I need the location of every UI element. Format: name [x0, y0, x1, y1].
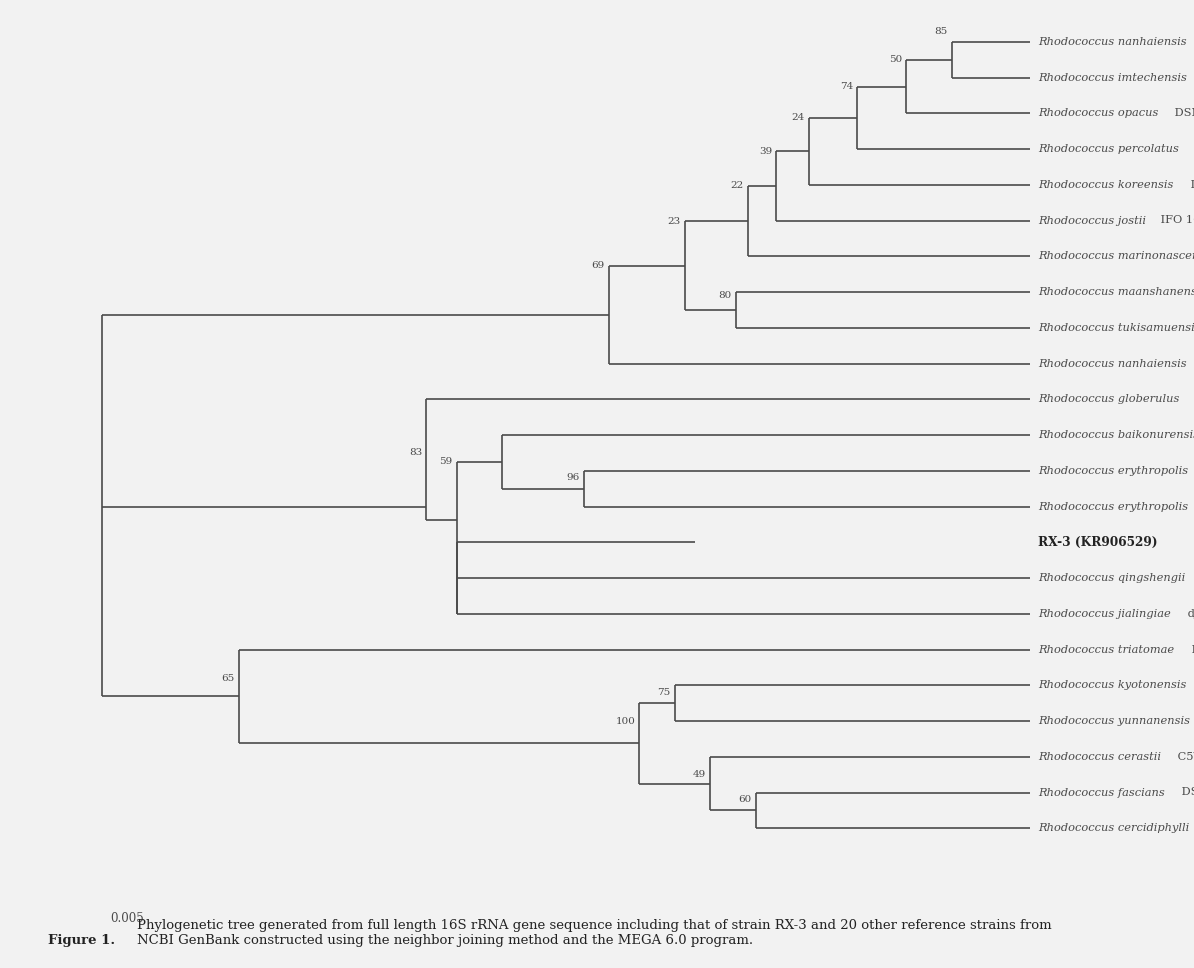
Text: 22: 22 — [731, 181, 744, 191]
Text: 50: 50 — [888, 55, 903, 64]
Text: Phylogenetic tree generated from full length 16S rRNA gene sequence including th: Phylogenetic tree generated from full le… — [137, 919, 1052, 947]
Text: 39: 39 — [759, 147, 773, 156]
Text: 80: 80 — [719, 291, 732, 300]
Text: Rhodococcus cercidiphylli: Rhodococcus cercidiphylli — [1038, 824, 1189, 833]
Text: C5ᵀ (FR714842): C5ᵀ (FR714842) — [1174, 751, 1194, 762]
Text: RX-3 (KR906529): RX-3 (KR906529) — [1038, 536, 1157, 549]
Text: Rhodococcus erythropolis: Rhodococcus erythropolis — [1038, 501, 1188, 511]
Text: Rhodococcus erythropolis: Rhodococcus erythropolis — [1038, 466, 1188, 476]
Text: Figure 1.: Figure 1. — [48, 934, 115, 947]
Text: 24: 24 — [792, 113, 805, 122]
Text: 65: 65 — [221, 674, 235, 683]
Text: DSM 20669ᵀ (X79186): DSM 20669ᵀ (X79186) — [1177, 787, 1194, 798]
Text: 83: 83 — [410, 448, 423, 458]
Text: 96: 96 — [566, 473, 579, 482]
Text: Rhodococcus globerulus: Rhodococcus globerulus — [1038, 394, 1180, 405]
Text: Rhodococcus yunnanensis: Rhodococcus yunnanensis — [1038, 716, 1190, 726]
Text: Rhodococcus percolatus: Rhodococcus percolatus — [1038, 144, 1178, 154]
Text: 60: 60 — [739, 795, 752, 804]
Text: Rhodococcus jialingiae: Rhodococcus jialingiae — [1038, 609, 1171, 619]
Text: Rhodococcus fascians: Rhodococcus fascians — [1038, 788, 1165, 798]
Text: DNP505ᵀ (AF124343): DNP505ᵀ (AF124343) — [1187, 180, 1194, 190]
Text: 0.005: 0.005 — [110, 912, 144, 925]
Text: djl-6-2ᵀ (DQ185597): djl-6-2ᵀ (DQ185597) — [1184, 609, 1194, 620]
Text: 23: 23 — [667, 217, 681, 226]
Text: Rhodococcus triatomae: Rhodococcus triatomae — [1038, 645, 1174, 654]
Text: 85: 85 — [935, 27, 948, 37]
Text: Rhodococcus imtechensis: Rhodococcus imtechensis — [1038, 73, 1187, 82]
Text: 100: 100 — [615, 716, 635, 726]
Text: Rhodococcus baikonurensis: Rhodococcus baikonurensis — [1038, 430, 1194, 440]
Text: 75: 75 — [658, 688, 671, 697]
Text: Rhodococcus maanshanensis: Rhodococcus maanshanensis — [1038, 287, 1194, 297]
Text: IFO 16295ᵀ (AB046357): IFO 16295ᵀ (AB046357) — [1157, 216, 1194, 226]
Text: 74: 74 — [841, 82, 854, 91]
Text: Rhodococcus tukisamuensis: Rhodococcus tukisamuensis — [1038, 323, 1194, 333]
Text: Rhodococcus cerastii: Rhodococcus cerastii — [1038, 752, 1161, 762]
Text: Rhodococcus koreensis: Rhodococcus koreensis — [1038, 180, 1174, 190]
Text: 59: 59 — [439, 458, 453, 467]
Text: Rhodococcus nanhaiensis: Rhodococcus nanhaiensis — [1038, 358, 1187, 369]
Text: Rhodococcus opacus: Rhodococcus opacus — [1038, 108, 1158, 118]
Text: Rhodococcus jostii: Rhodococcus jostii — [1038, 216, 1146, 226]
Text: DSM 43205ᵀ (X80630): DSM 43205ᵀ (X80630) — [1171, 108, 1194, 118]
Text: Rhodococcus marinonascens: Rhodococcus marinonascens — [1038, 252, 1194, 261]
Text: 69: 69 — [592, 261, 605, 270]
Text: IMMIB RIV-085ᵀ (AJ854055): IMMIB RIV-085ᵀ (AJ854055) — [1188, 645, 1194, 654]
Text: 49: 49 — [693, 771, 707, 779]
Text: Rhodococcus qingshengii: Rhodococcus qingshengii — [1038, 573, 1186, 583]
Text: Rhodococcus nanhaiensis: Rhodococcus nanhaiensis — [1038, 37, 1187, 46]
Text: Rhodococcus kyotonensis: Rhodococcus kyotonensis — [1038, 681, 1187, 690]
